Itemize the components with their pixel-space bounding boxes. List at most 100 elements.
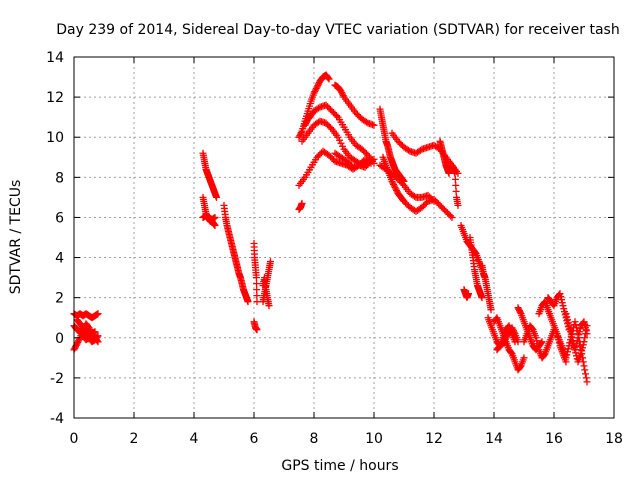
data-point bbox=[325, 75, 333, 83]
data-point bbox=[391, 183, 399, 191]
data-point bbox=[448, 213, 456, 221]
data-point bbox=[433, 198, 441, 206]
data-point bbox=[390, 180, 397, 188]
data-point bbox=[429, 196, 436, 204]
data-point bbox=[403, 200, 411, 208]
data-point bbox=[427, 194, 435, 202]
data-point bbox=[211, 221, 219, 229]
axis-ticks bbox=[73, 56, 615, 419]
data-point bbox=[367, 157, 375, 165]
data-point bbox=[566, 325, 574, 333]
data-point bbox=[354, 111, 361, 119]
series-seg-10b bbox=[379, 153, 456, 221]
data-point bbox=[441, 206, 448, 214]
data-point bbox=[358, 145, 366, 153]
data-point bbox=[363, 118, 370, 126]
data-point bbox=[313, 153, 321, 161]
data-point bbox=[315, 104, 322, 112]
data-point bbox=[436, 201, 444, 209]
x-tick-label: 0 bbox=[70, 431, 79, 447]
data-point bbox=[392, 185, 400, 193]
series-seg-16d bbox=[568, 322, 591, 366]
data-point bbox=[253, 292, 261, 300]
data-point bbox=[298, 199, 306, 207]
data-point bbox=[331, 110, 339, 118]
series-seg-13d bbox=[478, 262, 495, 314]
data-point bbox=[571, 318, 579, 326]
data-point bbox=[244, 298, 252, 306]
data-point bbox=[388, 169, 396, 177]
data-point bbox=[324, 103, 331, 111]
y-tick-label: 4 bbox=[55, 251, 64, 267]
data-point bbox=[576, 328, 583, 336]
data-point bbox=[338, 89, 346, 97]
x-tick-label: 6 bbox=[250, 431, 259, 447]
y-tick-label: -4 bbox=[50, 411, 64, 427]
data-point bbox=[310, 89, 318, 97]
data-point bbox=[394, 137, 402, 145]
data-point bbox=[361, 148, 369, 156]
data-point bbox=[361, 163, 369, 171]
data-point bbox=[325, 122, 333, 130]
data-point bbox=[532, 334, 540, 342]
data-point bbox=[435, 200, 442, 208]
data-point bbox=[451, 169, 459, 177]
data-point bbox=[582, 326, 590, 334]
data-point bbox=[421, 200, 429, 208]
data-point bbox=[311, 88, 319, 96]
series-seg-12a bbox=[436, 137, 453, 177]
data-point bbox=[312, 86, 319, 94]
data-point bbox=[211, 213, 219, 221]
data-point bbox=[576, 325, 584, 333]
data-point bbox=[72, 343, 79, 351]
series-seg-0d bbox=[73, 316, 102, 346]
data-point bbox=[564, 316, 571, 324]
data-point bbox=[582, 370, 589, 378]
data-point bbox=[314, 82, 322, 90]
data-point bbox=[389, 179, 397, 187]
data-point bbox=[393, 174, 400, 182]
data-point bbox=[417, 146, 424, 154]
data-point bbox=[343, 157, 351, 165]
data-point bbox=[478, 294, 486, 302]
data-point bbox=[71, 344, 79, 352]
data-point bbox=[580, 338, 588, 346]
y-tick-label: -2 bbox=[50, 371, 64, 387]
data-point bbox=[94, 310, 102, 318]
data-point bbox=[411, 192, 418, 200]
x-tick-label: 2 bbox=[130, 431, 139, 447]
data-point bbox=[325, 151, 333, 159]
data-point bbox=[577, 350, 585, 358]
data-point bbox=[253, 326, 261, 334]
data-point bbox=[400, 197, 408, 205]
data-point bbox=[328, 107, 336, 115]
data-point bbox=[537, 339, 545, 347]
data-point bbox=[424, 191, 432, 199]
y-axis-tick-labels: -4 -2 0 2 4 6 8 10 12 14 bbox=[46, 50, 64, 427]
y-tick-label: 14 bbox=[46, 50, 64, 66]
y-tick-label: 2 bbox=[55, 291, 64, 307]
data-point bbox=[295, 133, 303, 141]
data-point bbox=[564, 319, 572, 327]
data-point bbox=[352, 109, 360, 117]
series-seg-5 bbox=[220, 201, 252, 306]
data-point bbox=[394, 175, 402, 183]
y-tick-label: 10 bbox=[46, 130, 64, 146]
data-point bbox=[515, 305, 523, 313]
grid-lines bbox=[74, 57, 614, 418]
data-point bbox=[538, 338, 546, 346]
data-point bbox=[337, 139, 345, 147]
data-point bbox=[564, 345, 572, 353]
data-point bbox=[337, 87, 345, 95]
x-tick-label: 10 bbox=[365, 431, 383, 447]
data-point bbox=[330, 109, 337, 117]
data-point bbox=[355, 112, 363, 120]
data-point bbox=[520, 354, 528, 362]
data-point bbox=[327, 153, 334, 161]
plot-area-frame bbox=[73, 56, 615, 419]
data-point bbox=[366, 159, 373, 167]
data-point bbox=[74, 338, 82, 346]
data-point bbox=[516, 363, 524, 371]
data-point bbox=[573, 324, 580, 332]
data-point bbox=[324, 121, 331, 129]
